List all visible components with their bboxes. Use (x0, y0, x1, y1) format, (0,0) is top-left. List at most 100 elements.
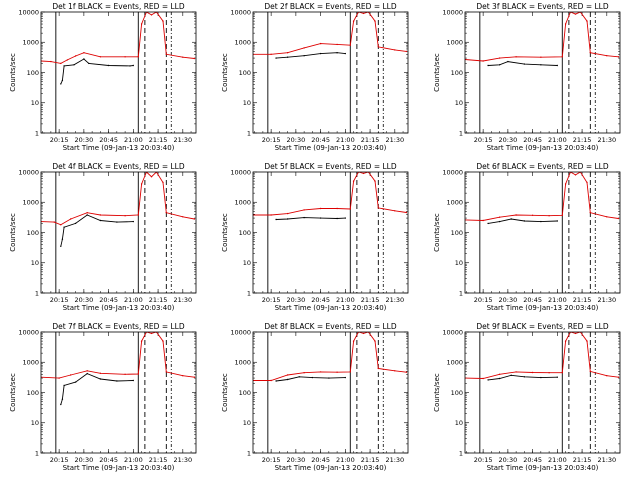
series-red-line (465, 12, 619, 62)
series-black-point (344, 217, 346, 219)
y-axis-label: Counts/sec (221, 53, 229, 92)
x-tick-label: 21:00 (124, 136, 143, 144)
series-red-point (515, 214, 517, 216)
series-red-point (589, 212, 591, 214)
x-tick-label: 20:45 (99, 136, 118, 144)
y-axis-label: Counts/sec (9, 373, 17, 412)
y-tick-label: 10000 (442, 168, 463, 176)
y-tick-label: 100 (451, 389, 463, 397)
x-tick-label: 21:30 (385, 456, 404, 464)
series-red-point (561, 372, 563, 374)
x-axis-label: Start Time (09-Jan-13 20:03:40) (63, 304, 175, 312)
series-red-point (374, 180, 376, 182)
y-tick-label: 1000 (234, 39, 251, 47)
series-red-point (586, 20, 588, 22)
series-red-point (336, 207, 338, 210)
series-black-point (60, 83, 62, 85)
series-red-point (561, 56, 563, 58)
series-black-point (319, 217, 322, 219)
x-tick-label: 21:30 (597, 136, 616, 144)
y-axis-label: Counts/sec (433, 213, 441, 252)
series-black-point (286, 378, 289, 381)
series-red-point (99, 56, 102, 58)
series-black-point (344, 52, 346, 55)
series-red-point (564, 23, 567, 25)
series-black-point (523, 63, 526, 65)
panel-det-2: Det 2f BLACK = Events, RED = LLD 1 10 100 10… (221, 2, 409, 152)
plot-frame (464, 171, 621, 294)
x-tick-label: 21:30 (597, 296, 616, 304)
x-tick-label: 21:00 (548, 296, 567, 304)
y-tick-label: 10 (243, 419, 251, 427)
x-tick-label: 20:30 (499, 136, 518, 144)
series-red-point (515, 56, 517, 58)
x-axis-label: Start Time (09-Jan-13 20:03:40) (275, 464, 387, 472)
series-red-point (140, 340, 143, 342)
series-red-point (498, 373, 501, 375)
series-red-point (498, 216, 501, 218)
y-tick-label: 100 (239, 229, 251, 237)
y-tick-label: 1000 (446, 39, 463, 47)
y-tick-label: 10 (243, 259, 251, 267)
series-red-point (377, 207, 379, 209)
series-black-point (275, 218, 277, 221)
series-red-point (58, 377, 60, 379)
series-red-point (70, 374, 72, 376)
series-red-point (86, 212, 88, 214)
series-black-point (319, 52, 322, 55)
series-black-line (488, 61, 558, 66)
series-red-point (286, 212, 289, 215)
series-red-point (336, 43, 338, 46)
series-red-point (589, 52, 591, 54)
series-black-point (275, 57, 277, 59)
x-tick-label: 21:15 (149, 296, 168, 304)
series-black-point (63, 384, 65, 387)
y-tick-label: 100 (27, 69, 39, 77)
series-red-point (362, 332, 365, 335)
series-black-line (60, 214, 134, 247)
y-tick-label: 1 (459, 289, 463, 297)
series-red-point (574, 174, 577, 176)
x-tick-label: 21:30 (173, 456, 192, 464)
x-tick-label: 20:15 (474, 296, 493, 304)
series-red-point (352, 20, 355, 22)
x-tick-label: 21:30 (173, 136, 192, 144)
series-red-point (336, 371, 338, 373)
y-tick-label: 100 (451, 229, 463, 237)
series-red-point (165, 53, 167, 55)
x-tick-label: 21:30 (385, 136, 404, 144)
x-tick-label: 20:30 (499, 296, 518, 304)
x-tick-label: 20:15 (50, 136, 69, 144)
y-tick-label: 1000 (22, 39, 39, 47)
panel-det-3: Det 3f BLACK = Events, RED = LLD 1 10 100 10… (433, 2, 621, 152)
x-tick-label: 21:30 (385, 296, 404, 304)
y-tick-label: 10000 (230, 8, 251, 16)
series-red-point (589, 370, 591, 373)
x-axis-label: Start Time (09-Jan-13 20:03:40) (275, 144, 387, 152)
series-red-point (606, 375, 608, 377)
series-red-line (41, 332, 195, 379)
y-tick-label: 10000 (230, 328, 251, 336)
series-black-point (60, 245, 62, 247)
series-red-point (349, 208, 351, 210)
x-tick-label: 20:15 (474, 136, 493, 144)
series-red-point (53, 221, 55, 223)
panel-title: Det 7f BLACK = Events, RED = LLD (52, 322, 185, 331)
series-red-point (617, 56, 620, 58)
series-black-point (74, 222, 77, 225)
series-black-point (61, 238, 64, 240)
x-tick-label: 20:30 (287, 296, 306, 304)
x-tick-label: 21:30 (173, 296, 192, 304)
y-tick-label: 10000 (18, 328, 39, 336)
series-black-point (107, 64, 110, 67)
panel-det-1: Det 1f BLACK = Events, RED = LLD 1 10 100 10… (9, 2, 197, 152)
series-black-point (74, 381, 77, 383)
x-tick-label: 21:00 (548, 456, 567, 464)
y-axis-label: Counts/sec (221, 213, 229, 252)
series-red-point (83, 52, 85, 54)
panel-det-6: Det 6f BLACK = Events, RED = LLD 1 10 100 10… (433, 162, 621, 312)
series-red-point (162, 340, 164, 342)
panel-title: Det 3f BLACK = Events, RED = LLD (476, 2, 609, 11)
plot-frame (464, 11, 621, 134)
